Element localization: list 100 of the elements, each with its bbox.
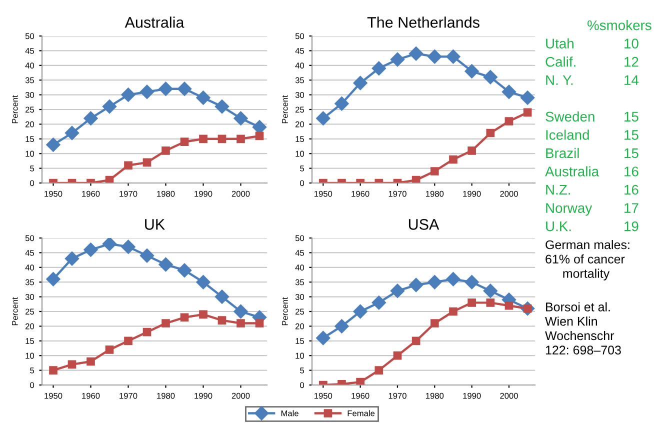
- y-tick-label: 45: [25, 48, 34, 54]
- point: [523, 108, 532, 117]
- point: [84, 111, 98, 126]
- text: Utah: [546, 38, 574, 48]
- point: [218, 134, 226, 144]
- x-tick-label: 1990: [194, 392, 212, 399]
- x-tick-label: 2000: [500, 392, 518, 399]
- y-tick-label: 40: [25, 264, 34, 270]
- point: [177, 263, 192, 278]
- point: [46, 138, 60, 152]
- y-tick-label: 0: [300, 180, 304, 186]
- y-tick-label: 5: [30, 368, 34, 374]
- point: [68, 360, 76, 369]
- point: [102, 99, 117, 114]
- point: [255, 132, 264, 140]
- text: N. Y.: [546, 75, 573, 85]
- point: [255, 319, 264, 328]
- point: [408, 46, 424, 61]
- y-tick-label: 35: [295, 77, 304, 84]
- x-tick-label: 1960: [82, 392, 100, 399]
- point: [372, 61, 386, 76]
- y-tick-label: 15: [26, 136, 34, 142]
- y-tick-label: 30: [295, 294, 304, 300]
- y-axis-title: Percent: [12, 297, 18, 326]
- x-tick-label: 1970: [388, 190, 406, 197]
- point: [162, 146, 170, 155]
- y-tick-label: 35: [25, 77, 34, 84]
- point: [353, 76, 368, 90]
- x-tick-label: 1950: [314, 392, 332, 399]
- text: Sweden: [546, 111, 594, 122]
- point: [468, 298, 476, 307]
- x-tick-label: 1980: [426, 392, 444, 399]
- x-tick-label: 1950: [314, 190, 332, 197]
- y-tick-label: 40: [25, 62, 34, 68]
- x-tick-label: 2000: [500, 190, 518, 197]
- text: Iceland: [546, 130, 589, 140]
- y-tick-label: 10: [296, 150, 304, 157]
- point: [84, 242, 98, 257]
- y-tick-label: 10: [26, 150, 34, 157]
- chart-title: UK: [145, 219, 165, 230]
- text: 15: [624, 112, 638, 122]
- point: [372, 296, 386, 310]
- y-tick-label: 30: [295, 92, 304, 98]
- y-tick-label: 25: [26, 308, 34, 315]
- point: [464, 275, 479, 290]
- text: Calif.: [546, 56, 576, 67]
- y-tick-label: 15: [296, 136, 304, 142]
- x-tick-label: 1970: [120, 190, 138, 197]
- x-tick-label: 1990: [463, 190, 481, 197]
- point: [105, 346, 114, 354]
- y-tick-label: 20: [26, 121, 34, 128]
- point: [234, 304, 248, 319]
- point: [504, 117, 514, 126]
- y-tick-label: 35: [25, 279, 34, 286]
- point: [393, 351, 402, 360]
- point: [408, 278, 424, 292]
- y-tick-label: 0: [300, 382, 304, 388]
- y-tick-label: 25: [296, 308, 304, 315]
- y-tick-label: 25: [296, 106, 304, 113]
- y-tick-label: 50: [295, 33, 304, 40]
- x-tick-label: 1960: [352, 190, 370, 197]
- text: 16: [624, 184, 638, 195]
- y-tick-label: 15: [296, 338, 304, 344]
- point: [196, 90, 210, 105]
- y-tick-label: 50: [25, 33, 34, 40]
- chart-title: USA: [408, 219, 440, 230]
- point: [390, 284, 405, 298]
- text: German males: 61% of cancer mortality: [546, 240, 630, 280]
- y-tick-label: 40: [295, 264, 304, 270]
- point: [430, 319, 439, 328]
- point: [158, 257, 173, 272]
- point: [214, 290, 230, 304]
- text: Australia: [545, 166, 600, 176]
- x-tick-label: 1980: [157, 392, 175, 399]
- y-tick-label: 50: [295, 235, 304, 242]
- point: [486, 128, 495, 138]
- legend-label: Male: [281, 410, 298, 416]
- point: [446, 50, 460, 64]
- point: [142, 158, 152, 167]
- y-tick-label: 45: [295, 250, 304, 256]
- point: [199, 134, 208, 144]
- point: [483, 70, 498, 84]
- x-tick-label: 1950: [44, 392, 62, 399]
- text: 16: [624, 166, 638, 176]
- point: [214, 99, 230, 114]
- text: N.Z.: [546, 184, 570, 195]
- text: 10: [624, 38, 638, 48]
- text: 17: [624, 203, 638, 213]
- chart-title: Australia: [124, 16, 184, 28]
- point: [64, 126, 80, 140]
- point: [449, 307, 458, 316]
- y-tick-label: 20: [296, 121, 304, 128]
- point: [412, 336, 420, 346]
- y-tick-label: 45: [25, 250, 34, 256]
- y-tick-label: 30: [25, 92, 34, 98]
- text: Norway: [546, 203, 592, 216]
- point: [124, 161, 132, 170]
- y-tick-label: 20: [26, 323, 34, 330]
- point: [162, 319, 170, 328]
- point: [412, 176, 420, 183]
